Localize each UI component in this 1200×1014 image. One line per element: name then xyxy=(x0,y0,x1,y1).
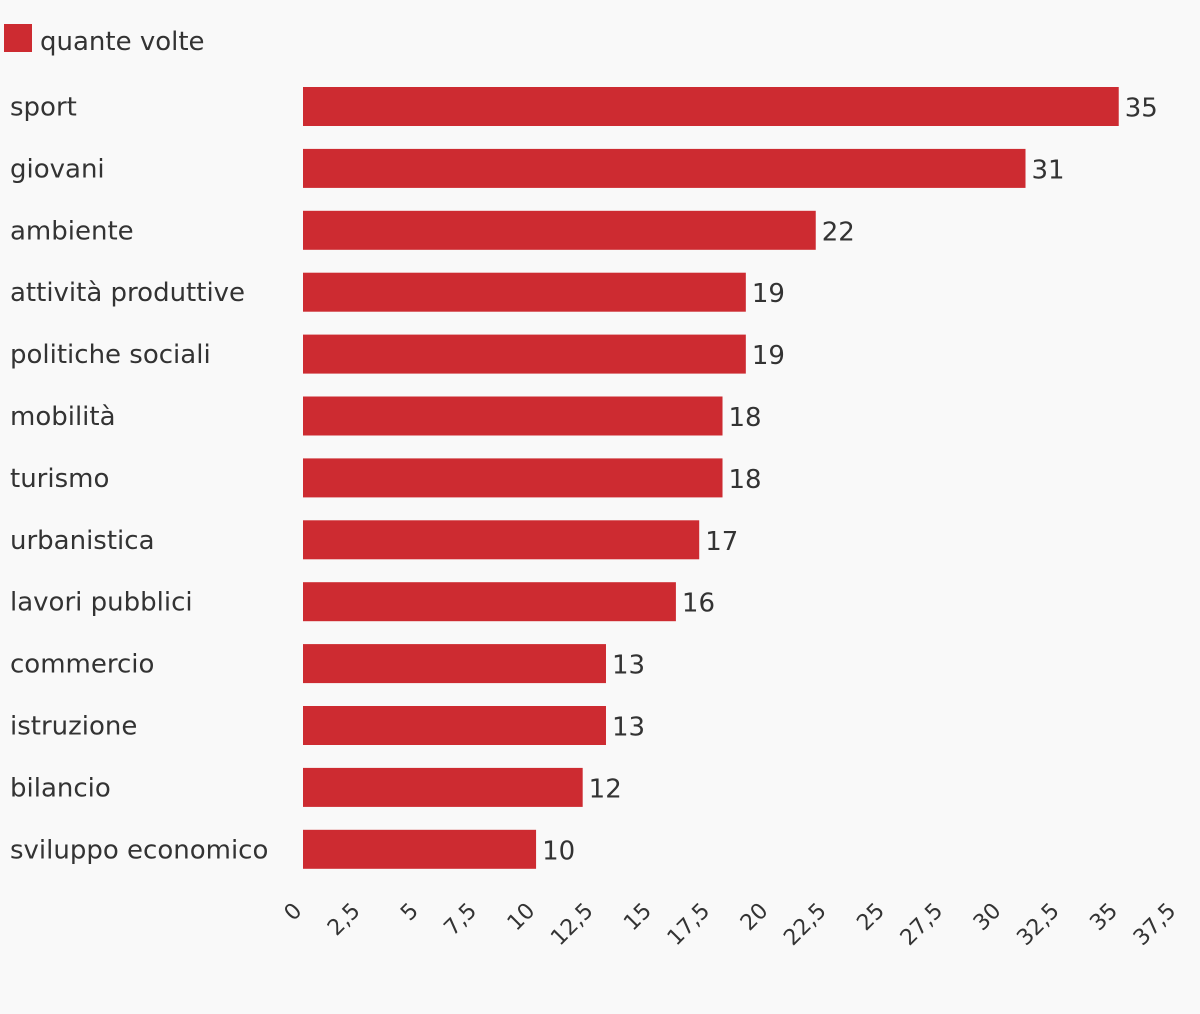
bar[interactable] xyxy=(303,396,723,436)
data-label: 31 xyxy=(1032,155,1065,185)
x-tick-label: 20 xyxy=(736,899,773,936)
x-tick-label: 22,5 xyxy=(779,899,831,951)
bar[interactable] xyxy=(303,706,606,745)
data-label: 13 xyxy=(612,713,645,743)
x-tick-label: 2,5 xyxy=(323,899,365,941)
x-tick-label: 17,5 xyxy=(663,899,715,951)
x-tick-label: 15 xyxy=(619,899,656,936)
bar[interactable] xyxy=(303,829,537,869)
x-tick-label: 25 xyxy=(852,899,889,936)
bar[interactable] xyxy=(303,767,583,807)
x-tick-label: 7,5 xyxy=(440,899,482,941)
data-label: 12 xyxy=(589,774,622,804)
legend[interactable]: quante volte xyxy=(4,24,205,57)
x-tick-label: 12,5 xyxy=(546,899,598,951)
bar[interactable] xyxy=(303,520,700,560)
category-label: bilancio xyxy=(10,773,111,803)
category-label: sviluppo economico xyxy=(10,835,268,865)
category-label: attività produttive xyxy=(10,278,245,308)
category-label: ambiente xyxy=(10,216,134,246)
bar[interactable] xyxy=(303,210,816,250)
category-label: mobilità xyxy=(10,402,116,432)
value-labels: 35 31 22 19 19 18 18 17 16 13 13 12 10 xyxy=(542,94,1158,867)
x-tick-label: 27,5 xyxy=(896,899,948,951)
bar[interactable] xyxy=(303,582,676,622)
data-label: 13 xyxy=(612,651,645,681)
x-tick-label: 35 xyxy=(1085,899,1122,936)
bar[interactable] xyxy=(303,334,746,374)
x-axis: 0 2,5 5 7,5 10 12,5 15 17,5 20 22,5 25 27,5 30 32,5 35… xyxy=(280,899,1182,951)
x-tick-label: 32,5 xyxy=(1012,899,1064,951)
category-label: lavori pubblici xyxy=(10,588,193,618)
category-label: sport xyxy=(10,93,77,123)
category-label: urbanistica xyxy=(10,526,155,556)
x-tick-label: 30 xyxy=(969,899,1006,936)
category-labels: sport giovani ambiente attività produttive p… xyxy=(10,93,268,866)
data-label: 19 xyxy=(752,341,785,371)
legend-label: quante volte xyxy=(40,27,205,57)
category-label: politiche sociali xyxy=(10,340,211,370)
category-label: giovani xyxy=(10,154,105,184)
bar[interactable] xyxy=(303,148,1026,188)
data-label: 18 xyxy=(729,403,762,433)
data-label: 16 xyxy=(682,589,715,619)
x-tick-label: 10 xyxy=(503,899,540,936)
category-label: commercio xyxy=(10,650,154,680)
bar[interactable] xyxy=(303,644,606,684)
data-label: 35 xyxy=(1125,94,1158,124)
bar[interactable] xyxy=(303,272,746,312)
data-label: 17 xyxy=(705,527,738,557)
x-tick-label: 37,5 xyxy=(1129,899,1181,951)
data-label: 18 xyxy=(729,465,762,495)
bar[interactable] xyxy=(303,87,1119,126)
legend-swatch xyxy=(4,24,32,52)
data-label: 10 xyxy=(542,836,575,866)
x-tick-label: 0 xyxy=(280,899,308,927)
data-label: 19 xyxy=(752,279,785,309)
data-label: 22 xyxy=(822,217,855,247)
x-tick-label: 5 xyxy=(396,899,424,927)
category-label: istruzione xyxy=(10,712,137,742)
bar[interactable] xyxy=(303,458,723,498)
category-label: turismo xyxy=(10,464,109,494)
bars xyxy=(303,87,1119,869)
